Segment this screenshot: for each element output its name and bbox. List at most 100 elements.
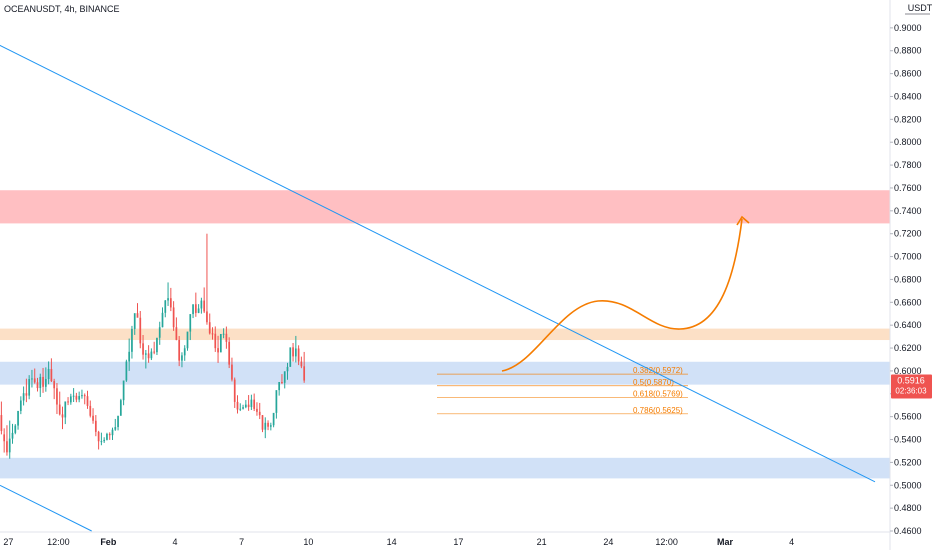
x-tick-label: 12:00 — [47, 537, 70, 547]
candle-body — [278, 382, 281, 391]
candle-body — [203, 300, 206, 312]
candle-body — [169, 298, 172, 308]
current-price-label: 0.5916 — [897, 376, 925, 386]
candle-body — [300, 361, 303, 367]
x-tick-label: Mar — [717, 537, 734, 547]
y-tick-label: 0.5200 — [894, 457, 922, 467]
candle-body — [297, 348, 300, 362]
candle-body — [64, 401, 67, 418]
candle-body — [100, 441, 103, 443]
candle-body — [208, 322, 211, 334]
candle-body — [111, 429, 114, 436]
fib-label: 0.5(0.5870) — [633, 378, 674, 387]
candle-body — [194, 304, 197, 313]
candle-body — [89, 405, 92, 416]
candle-body — [14, 425, 17, 433]
candle-body — [19, 400, 22, 411]
candle-body — [53, 381, 56, 389]
x-tick-label: 21 — [537, 537, 547, 547]
y-tick-label: 0.6200 — [894, 343, 922, 353]
candle-body — [286, 366, 289, 372]
candle-body — [81, 395, 83, 397]
axis-header-mask — [891, 0, 932, 14]
y-tick-label: 0.8000 — [894, 137, 922, 147]
candles — [0, 233, 306, 459]
candle-body — [106, 433, 108, 440]
candle-body — [189, 314, 192, 332]
candle-body — [33, 378, 36, 383]
candle-body — [78, 396, 81, 400]
candle-body — [119, 400, 122, 416]
candle-body — [219, 333, 222, 353]
candle-body — [167, 298, 169, 301]
y-tick-label: 0.6800 — [894, 274, 922, 284]
candle-body — [75, 395, 78, 400]
candle-body — [22, 393, 25, 401]
candle-body — [150, 351, 153, 359]
candle-body — [97, 431, 100, 442]
candle-body — [292, 347, 294, 357]
candle-body — [197, 308, 200, 313]
zones-layer — [0, 190, 890, 479]
candle-body — [39, 376, 42, 389]
candle-body — [61, 414, 64, 418]
resistance-zone-red — [0, 190, 890, 224]
candle-body — [125, 361, 128, 381]
fib-label: 0.786(0.5625) — [633, 406, 683, 415]
price-axis[interactable] — [890, 0, 932, 550]
candle-body — [247, 404, 250, 408]
candle-body — [178, 339, 181, 361]
current-price-badge: 0.5916 02:36:03 — [891, 374, 932, 399]
y-tick-label: 0.6400 — [894, 320, 922, 330]
candle-body — [192, 304, 194, 315]
candle-body — [47, 368, 50, 380]
y-tick-label: 0.8600 — [894, 69, 922, 79]
candle-body — [58, 404, 61, 415]
candle-body — [86, 396, 89, 406]
y-tick-label: 0.5000 — [894, 480, 922, 490]
candle-body — [8, 438, 11, 453]
currency-label[interactable]: USDT — [908, 3, 932, 13]
candle-body — [258, 411, 261, 416]
candle-body — [228, 341, 231, 365]
chart-title: OCEANUSDT, 4h, BINANCE — [4, 4, 120, 14]
candle-body — [272, 412, 275, 426]
y-tick-label: 0.5600 — [894, 412, 922, 422]
candle-body — [161, 312, 164, 328]
y-tick-label: 0.7600 — [894, 183, 922, 193]
y-tick-label: 0.8400 — [894, 91, 922, 101]
candle-body — [233, 379, 236, 402]
candle-body — [256, 408, 258, 412]
candle-body — [222, 333, 225, 335]
candle-body — [294, 348, 297, 357]
y-tick-label: 0.7200 — [894, 229, 922, 239]
candle-body — [172, 307, 175, 328]
countdown-label: 02:36:03 — [895, 387, 927, 396]
candle-body — [281, 382, 283, 384]
candle-body — [253, 399, 256, 409]
candle-body — [36, 382, 39, 389]
candle-body — [44, 379, 47, 387]
candle-body — [56, 388, 58, 405]
lower-trendline — [0, 484, 92, 532]
candle-body — [94, 420, 97, 432]
x-tick-label: 10 — [303, 537, 313, 547]
candle-body — [231, 364, 233, 380]
candle-body — [31, 378, 33, 380]
candle-body — [147, 353, 150, 359]
candle-body — [211, 333, 214, 335]
candle-body — [158, 327, 161, 338]
candle-body — [217, 348, 219, 353]
candle-body — [244, 404, 247, 408]
x-tick-label: 17 — [453, 537, 463, 547]
candle-body — [283, 371, 286, 383]
x-tick-label: 4 — [172, 537, 177, 547]
candle-body — [239, 408, 242, 410]
candle-body — [206, 311, 208, 323]
candle-body — [267, 422, 269, 427]
candle-body — [72, 395, 75, 397]
candle-body — [144, 353, 147, 355]
projection-arrowhead — [736, 215, 750, 226]
y-tick-label: 0.6000 — [894, 366, 922, 376]
